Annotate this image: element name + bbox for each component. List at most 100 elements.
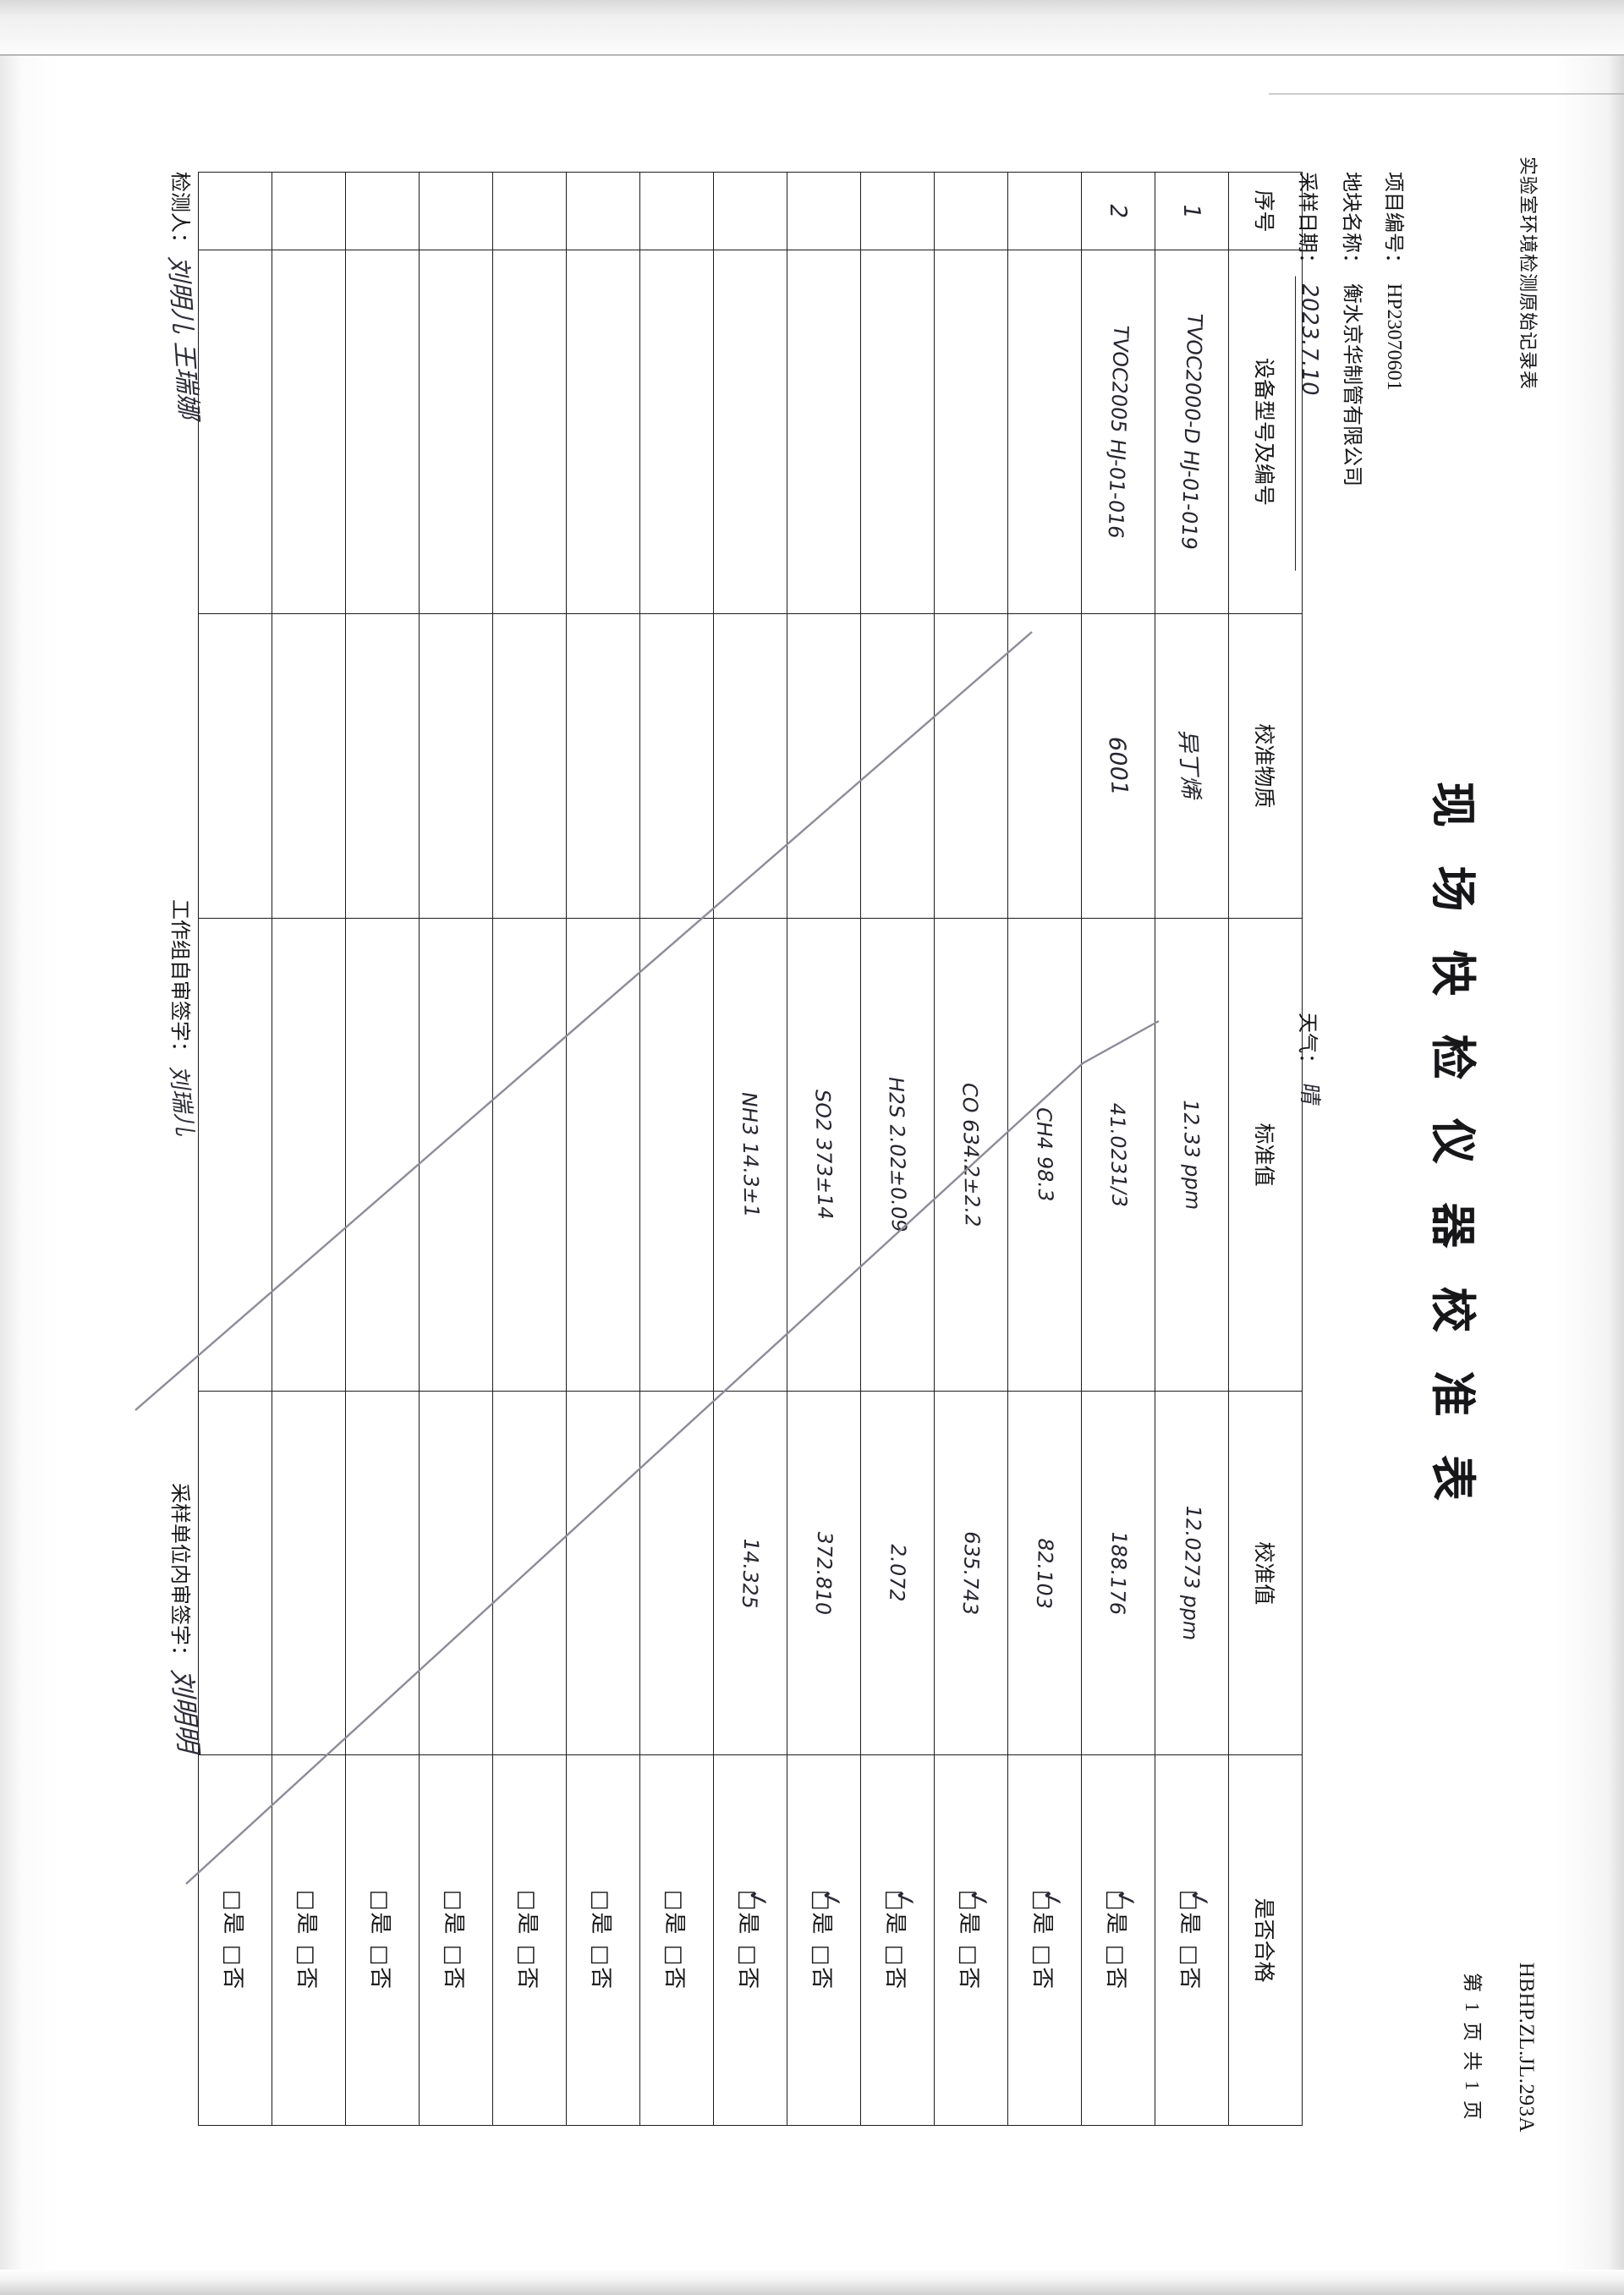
cell-calibrated: 12.0273 ppm: [1155, 1391, 1229, 1755]
site-value: 衡水京华制管有限公司: [1341, 283, 1363, 486]
checkbox-yes-label: 是: [662, 1911, 688, 1935]
checkbox-yes-label: 是: [809, 1911, 835, 1935]
document-code: HBHP.ZL.JL.293A: [1515, 1962, 1538, 2133]
cell-qualified: □是 □否: [345, 1754, 420, 2125]
cell-qualified: □是 □否: [860, 1754, 935, 2125]
scan-edge-line: [0, 54, 1624, 56]
unit-review-signature: 刘明明: [165, 1666, 206, 1758]
cell-calibrated: 82.103: [1007, 1391, 1082, 1755]
checkbox-no-icon[interactable]: □: [1177, 1935, 1203, 1967]
checkbox-no-icon[interactable]: □: [882, 1935, 908, 1967]
cell-device: [639, 249, 714, 613]
qualified-checkbox-group[interactable]: □是 □否: [441, 1889, 472, 1990]
checkbox-no-icon[interactable]: □: [220, 1935, 246, 1967]
col-header-index: 序号: [1228, 172, 1303, 250]
cell-calibrated: [345, 1391, 420, 1755]
checkbox-no-icon[interactable]: □: [661, 1935, 688, 1967]
checkbox-no-icon[interactable]: □: [1029, 1935, 1056, 1967]
checkbox-yes-icon[interactable]: □: [1030, 1889, 1056, 1912]
group-review-signature: 刘瑞儿: [164, 1065, 199, 1139]
cell-device: [1007, 249, 1082, 613]
qualified-checkbox-group[interactable]: □是 □否: [882, 1889, 914, 1990]
cell-standard-value: NH3 14.3±1: [737, 1090, 765, 1219]
cell-index: [419, 172, 493, 250]
unit-review-label: 采样单位内审签字：: [168, 1482, 190, 1666]
qualified-checkbox-group[interactable]: □是 □否: [588, 1889, 619, 1990]
qualified-checkbox-group[interactable]: □是 □否: [294, 1889, 325, 1990]
cell-device: [713, 249, 787, 613]
cell-substance: [639, 612, 714, 918]
checkbox-yes-icon[interactable]: □: [441, 1889, 467, 1912]
checkbox-no-icon[interactable]: □: [1103, 1935, 1129, 1967]
checkbox-yes-icon[interactable]: □: [883, 1889, 908, 1912]
cell-standard: SO2 373±14: [787, 917, 861, 1392]
checkbox-yes-icon[interactable]: □: [367, 1889, 393, 1912]
checkbox-no-label: 否: [442, 1966, 467, 1990]
checkbox-yes-icon[interactable]: □: [957, 1889, 982, 1912]
scan-edge-top: [0, 0, 1624, 56]
checkbox-yes-label: 是: [1030, 1911, 1056, 1935]
cell-index: [1007, 172, 1082, 250]
cell-calibrated: 2.072: [860, 1391, 935, 1755]
qualified-checkbox-group[interactable]: □是 □否: [1103, 1889, 1134, 1990]
checkbox-no-label: 否: [1177, 1966, 1203, 1990]
col-header-device: 设备型号及编号: [1228, 249, 1303, 613]
checkbox-yes-icon[interactable]: □: [514, 1889, 540, 1912]
checkbox-yes-icon[interactable]: □: [588, 1889, 614, 1912]
qualified-checkbox-group[interactable]: □是 □否: [956, 1889, 987, 1990]
qualified-checkbox-group[interactable]: □是 □否: [1177, 1889, 1208, 1990]
table-row: □是 □否: [492, 172, 567, 2125]
checkbox-no-icon[interactable]: □: [441, 1935, 467, 1967]
cell-standard: [566, 917, 640, 1392]
qualified-checkbox-group[interactable]: □是 □否: [514, 1889, 546, 1990]
table-header-row: 序号 设备型号及编号 校准物质 标准值 校准值 是否合格: [1228, 172, 1303, 2125]
checkbox-yes-icon[interactable]: □: [661, 1889, 688, 1912]
cell-qualified: □是 □否: [198, 1754, 272, 2125]
checkbox-yes-icon[interactable]: □: [294, 1889, 320, 1912]
cell-index: [639, 172, 714, 250]
cell-standard: 12.33 ppm: [1155, 917, 1229, 1392]
cell-substance: [1007, 612, 1082, 918]
qualified-checkbox-group[interactable]: □是 □否: [735, 1889, 766, 1990]
qualified-checkbox-group[interactable]: □是 □否: [1029, 1889, 1061, 1990]
checkbox-yes-label: 是: [442, 1911, 467, 1935]
cell-substance: 6001: [1081, 612, 1155, 918]
table-row: 2 TVOC2005 HJ-01-016 6001 41.0231/3 188.176 □…: [1081, 172, 1155, 2125]
cell-qualified: □是 □否: [787, 1754, 861, 2125]
checkbox-yes-icon[interactable]: □: [736, 1889, 761, 1912]
checkbox-no-icon[interactable]: □: [588, 1935, 614, 1967]
scan-edge-bottom: [0, 2270, 1624, 2295]
checkbox-yes-icon[interactable]: □: [1104, 1889, 1129, 1912]
checkbox-no-label: 否: [589, 1966, 614, 1990]
checkbox-no-icon[interactable]: □: [735, 1935, 761, 1967]
cell-standard-value: CH4 98.3: [1032, 1105, 1058, 1204]
checkbox-yes-label: 是: [589, 1911, 614, 1935]
qualified-checkbox-group[interactable]: □是 □否: [661, 1889, 693, 1990]
checkbox-no-label: 否: [957, 1966, 982, 1990]
cell-calibrated: [492, 1391, 567, 1755]
table-row: □是 □否: [198, 172, 272, 2125]
checkbox-yes-icon[interactable]: □: [1177, 1889, 1203, 1912]
checkbox-no-label: 否: [1104, 1966, 1129, 1990]
checkbox-no-icon[interactable]: □: [367, 1935, 393, 1967]
qualified-checkbox-group[interactable]: □是 □否: [220, 1889, 251, 1990]
checkbox-no-label: 否: [883, 1966, 908, 1990]
inspector-field: 检测人： 刘明儿 王瑞娜: [162, 172, 206, 899]
checkbox-no-icon[interactable]: □: [514, 1935, 540, 1967]
qualified-checkbox-group[interactable]: □是 □否: [367, 1889, 398, 1990]
checkbox-no-icon[interactable]: □: [294, 1935, 320, 1967]
checkbox-no-icon[interactable]: □: [956, 1935, 982, 1967]
checkbox-yes-icon[interactable]: □: [220, 1889, 246, 1912]
cell-substance: 异丁烯: [1155, 612, 1229, 918]
cell-index: [860, 172, 935, 250]
cell-standard: [198, 917, 272, 1392]
cell-substance: [860, 612, 935, 918]
checkbox-no-icon[interactable]: □: [809, 1935, 835, 1967]
checkbox-yes-icon[interactable]: □: [809, 1889, 835, 1912]
col-header-qualified: 是否合格: [1228, 1754, 1303, 2125]
qualified-checkbox-group[interactable]: □是 □否: [809, 1889, 840, 1990]
calibration-table-body: 1 TVOC2000-D HJ-01-019 异丁烯 12.33 ppm 12.0273…: [198, 172, 1229, 2125]
page-title: 现 场 快 检 仪 器 校 准 表: [1427, 781, 1478, 1514]
cell-substance: [345, 612, 420, 918]
